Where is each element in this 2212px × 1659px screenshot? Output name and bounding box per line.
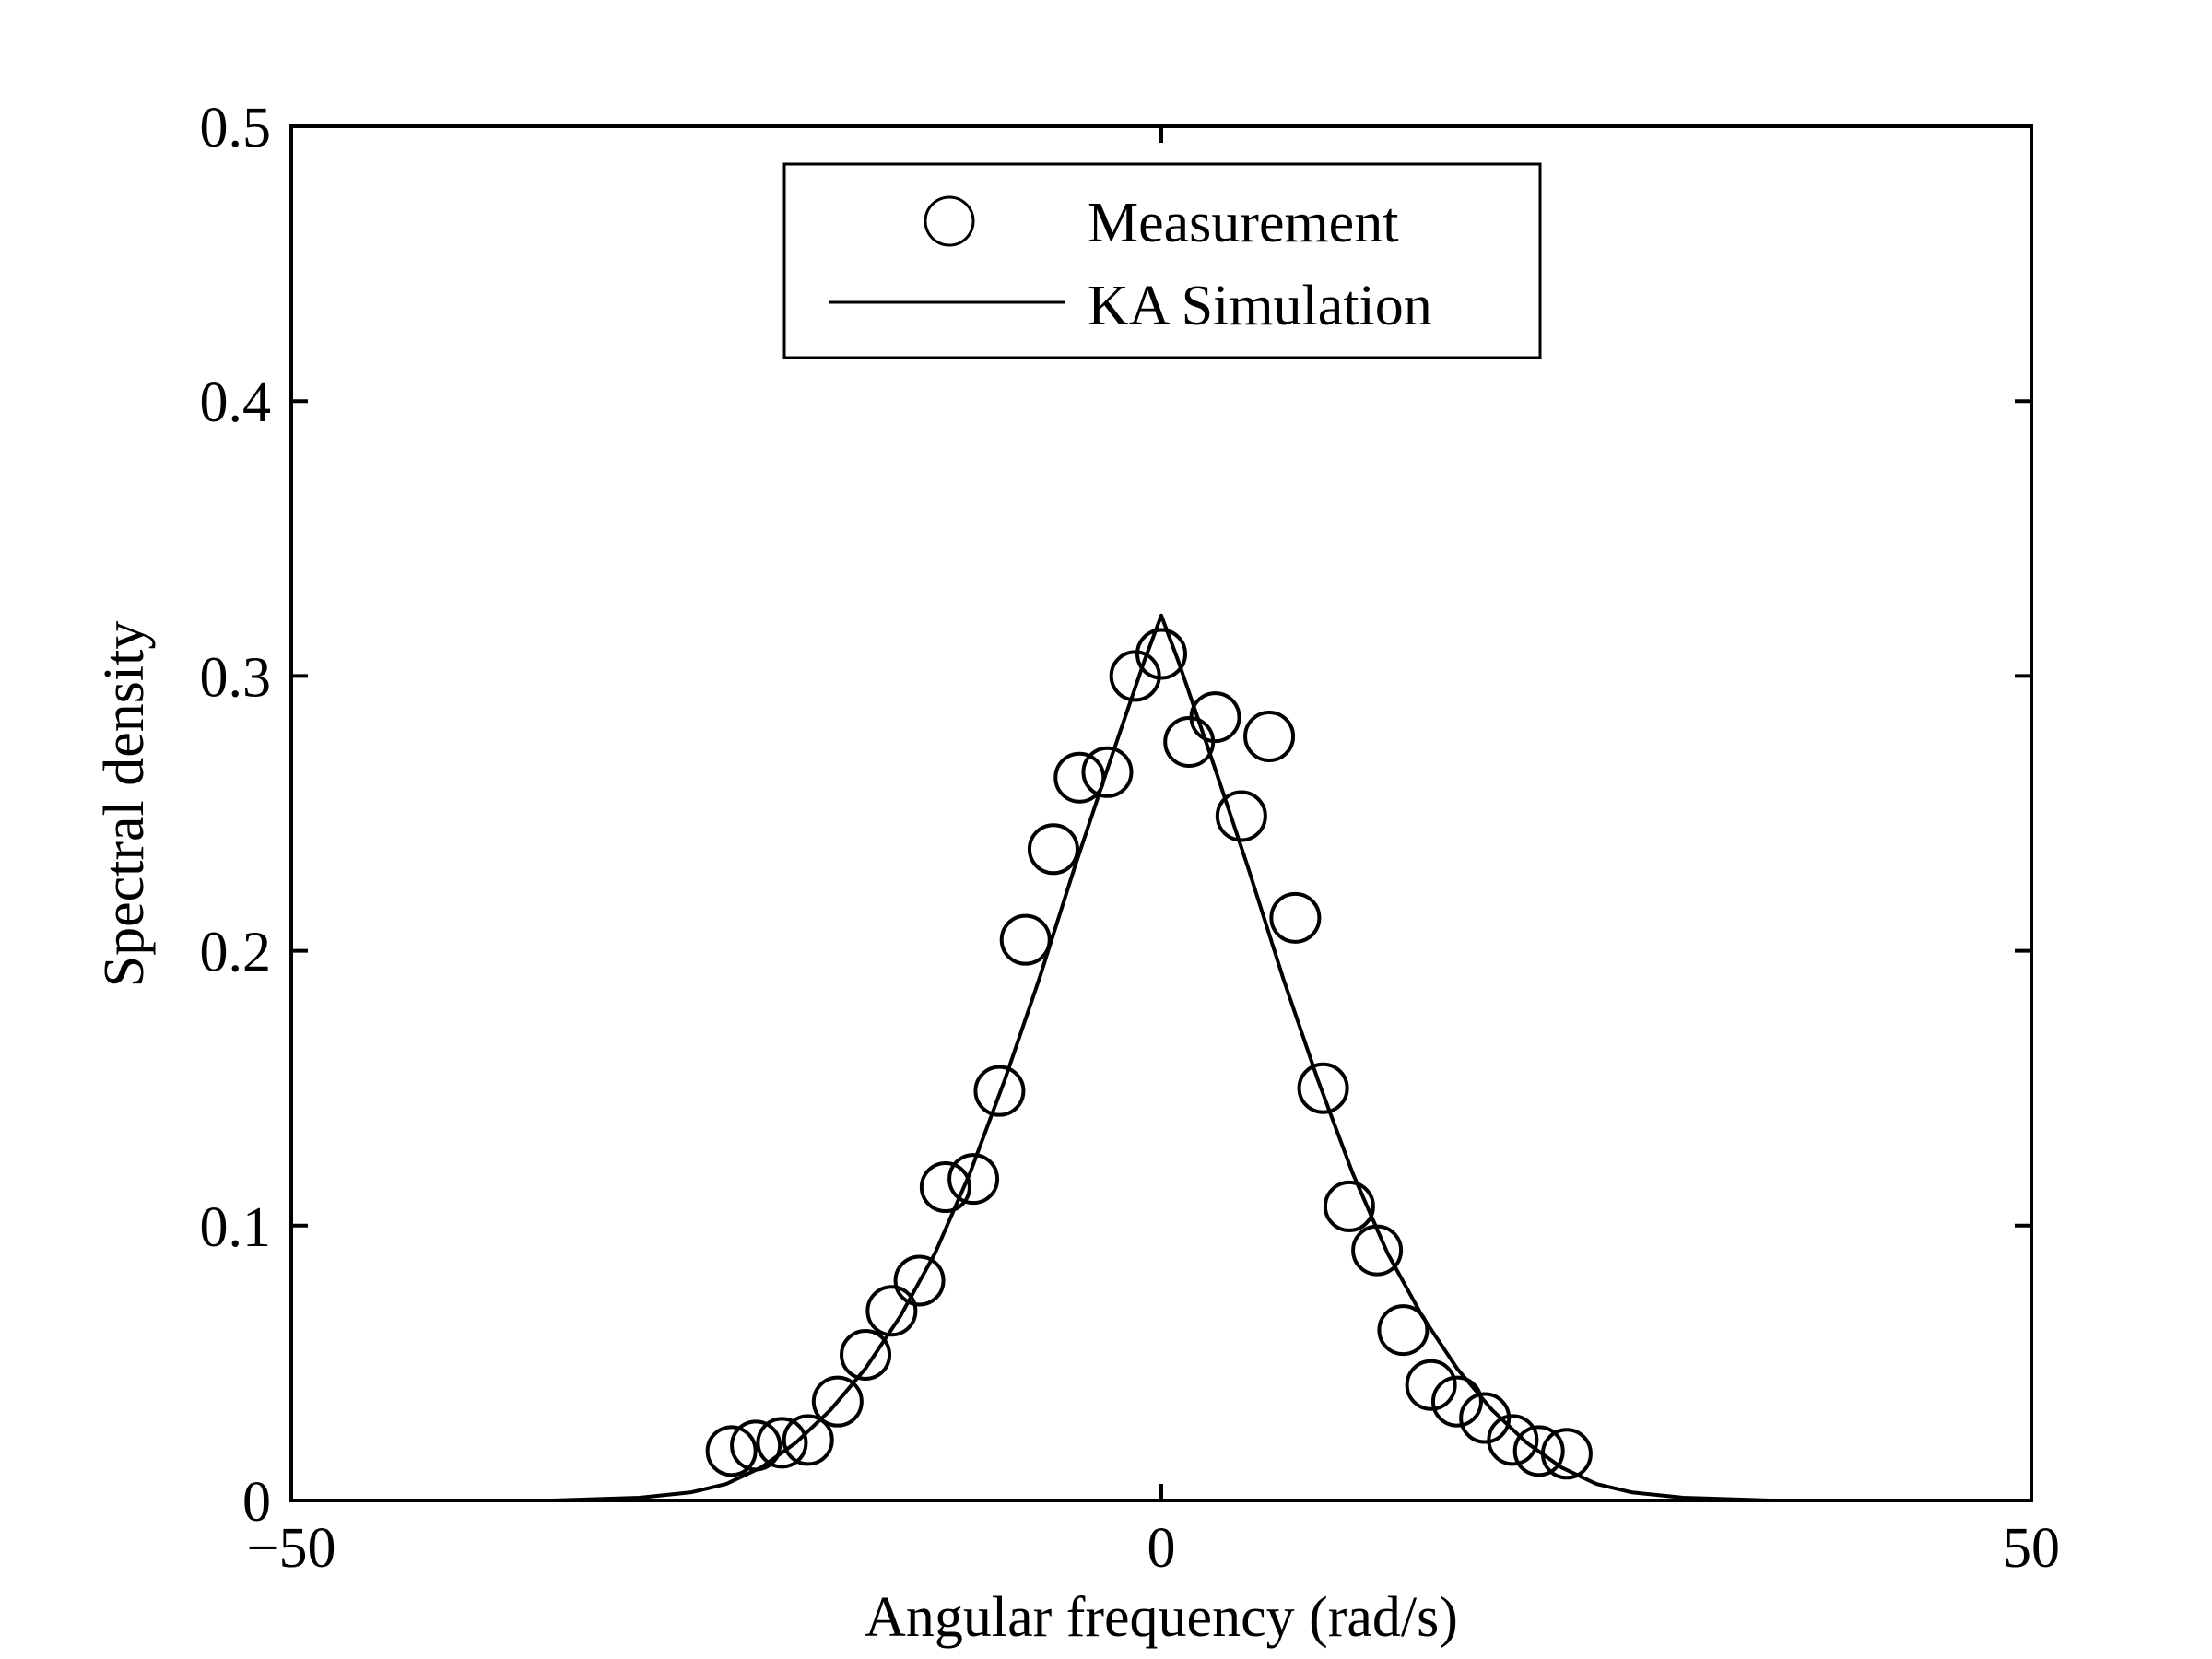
measurement-point-5 [840, 1328, 892, 1381]
measurement-point-11 [999, 913, 1052, 966]
series-layer [291, 613, 2031, 1502]
y-tick-label-3: 0.3 [200, 646, 272, 709]
measurement-point-1 [730, 1419, 782, 1472]
x-axis-label: Angular frequency (rad/s) [865, 1586, 1458, 1649]
y-tick-label-5: 0.5 [200, 97, 272, 159]
measurement-point-30 [1512, 1425, 1565, 1477]
x-tick-label-1: 0 [1147, 1517, 1176, 1580]
legend: Measurement KA Simulation [782, 162, 1542, 359]
measurement-point-8 [919, 1161, 971, 1214]
legend-label-ka-simulation: KA Simulation [1088, 275, 1432, 337]
measurement-point-9 [947, 1153, 1000, 1206]
y-tick-label-4: 0.4 [200, 371, 272, 434]
measurement-point-4 [811, 1375, 864, 1428]
measurement-point-16 [1135, 628, 1187, 680]
measurement-point-13 [1053, 751, 1106, 804]
legend-marker-circle [924, 195, 975, 247]
measurement-point-20 [1243, 711, 1296, 763]
y-tick-label-2: 0.2 [200, 922, 272, 984]
measurement-point-12 [1027, 823, 1079, 876]
measurement-point-27 [1430, 1375, 1483, 1428]
measurement-point-18 [1189, 691, 1241, 744]
measurement-point-29 [1487, 1414, 1539, 1466]
legend-box [782, 162, 1542, 359]
x-tick-label-0: −50 [247, 1517, 336, 1580]
y-tick-label-0: 0 [242, 1471, 271, 1534]
measurement-point-22 [1297, 1062, 1349, 1114]
series-ka-simulation-line [291, 613, 2031, 1502]
measurement-point-21 [1269, 891, 1322, 944]
measurement-point-31 [1540, 1428, 1593, 1480]
measurement-point-7 [893, 1254, 946, 1307]
x-tick-label-2: 50 [2003, 1517, 2060, 1580]
legend-label-measurement: Measurement [1088, 192, 1398, 254]
measurement-point-6 [865, 1285, 918, 1337]
measurement-point-10 [973, 1065, 1026, 1117]
measurement-point-23 [1323, 1180, 1375, 1232]
measurement-point-25 [1377, 1304, 1430, 1357]
y-axis-label: Spectral density [93, 621, 156, 988]
measurement-point-19 [1215, 790, 1267, 842]
measurement-point-15 [1109, 650, 1161, 702]
measurement-point-2 [756, 1417, 808, 1469]
measurement-point-3 [782, 1414, 834, 1466]
measurement-point-0 [705, 1425, 758, 1477]
measurement-point-26 [1405, 1359, 1457, 1411]
measurement-point-14 [1081, 746, 1134, 798]
y-tick-label-1: 0.1 [200, 1196, 272, 1259]
measurement-point-24 [1351, 1224, 1404, 1277]
